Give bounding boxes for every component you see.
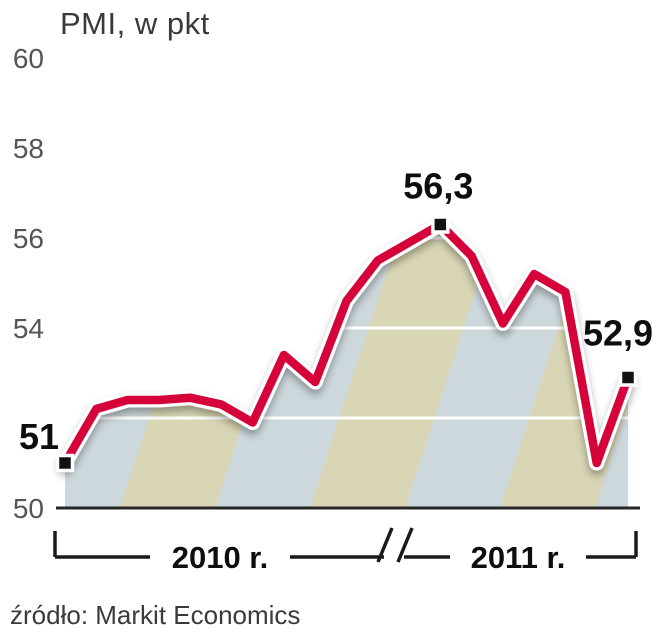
y-tick-label: 56	[13, 223, 44, 254]
point-label: 51	[19, 416, 59, 457]
point-label: 56,3	[403, 166, 473, 207]
y-tick-label: 60	[13, 43, 44, 74]
data-point-marker	[55, 453, 75, 473]
point-label: 52,9	[583, 313, 653, 354]
x-group-label-2010: 2010 r.	[172, 540, 269, 575]
area-fill	[65, 224, 628, 508]
y-tick-label: 50	[13, 493, 44, 524]
data-point-marker	[618, 368, 638, 387]
axis-break-slash	[396, 527, 414, 563]
data-point-marker	[431, 215, 450, 234]
y-tick-label: 54	[13, 313, 44, 344]
x-group-label-2011: 2011 r.	[471, 540, 566, 575]
source-caption: źródło: Markit Economics	[10, 600, 301, 630]
pmi-line	[60, 220, 633, 468]
chart-title: PMI, w pkt	[60, 6, 210, 41]
y-tick-label: 58	[13, 133, 44, 164]
axis-break-slash	[376, 527, 394, 563]
